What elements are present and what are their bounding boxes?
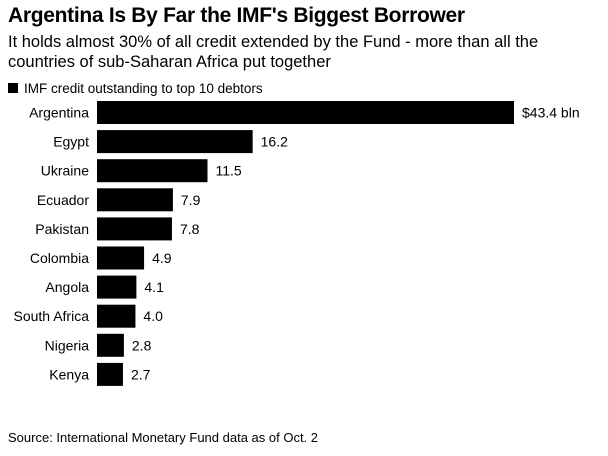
- category-label-argentina: Argentina: [29, 105, 89, 121]
- chart-title: Argentina Is By Far the IMF's Biggest Bo…: [8, 4, 465, 27]
- data-label-kenya: 2.7: [131, 366, 151, 382]
- category-label-ukraine: Ukraine: [41, 163, 89, 179]
- data-label-nigeria: 2.8: [132, 337, 152, 353]
- bar-egypt: [97, 130, 253, 154]
- bar-colombia: [97, 246, 145, 270]
- category-label-colombia: Colombia: [30, 250, 89, 266]
- bar-south-africa: [97, 304, 136, 328]
- category-label-ecuador: Ecuador: [37, 192, 89, 208]
- bar-pakistan: [97, 217, 172, 241]
- data-label-colombia: 4.9: [152, 250, 172, 266]
- data-label-ecuador: 7.9: [181, 192, 201, 208]
- legend: IMF credit outstanding to top 10 debtors: [8, 79, 263, 97]
- legend-label: IMF credit outstanding to top 10 debtors: [24, 80, 263, 96]
- bar-argentina: [97, 101, 514, 124]
- data-label-pakistan: 7.8: [180, 221, 200, 237]
- category-label-egypt: Egypt: [53, 134, 89, 150]
- bar-kenya: [97, 362, 123, 386]
- category-label-nigeria: Nigeria: [45, 337, 90, 353]
- chart-subtitle: It holds almost 30% of all credit extend…: [8, 33, 539, 71]
- bar-nigeria: [97, 333, 124, 357]
- data-label-argentina: $43.4 bln: [522, 105, 580, 121]
- category-label-south-africa: South Africa: [14, 308, 90, 324]
- data-label-angola: 4.1: [144, 279, 164, 295]
- data-label-egypt: 16.2: [261, 134, 288, 150]
- legend-swatch: [8, 83, 18, 93]
- data-label-south-africa: 4.0: [143, 308, 163, 324]
- data-label-ukraine: 11.5: [215, 163, 241, 179]
- category-label-pakistan: Pakistan: [35, 221, 89, 237]
- bar-ukraine: [97, 159, 208, 183]
- category-label-kenya: Kenya: [49, 366, 89, 382]
- source-note: Source: International Monetary Fund data…: [8, 430, 319, 445]
- bar-angola: [97, 275, 137, 299]
- bar-ecuador: [97, 188, 173, 212]
- category-label-angola: Angola: [45, 279, 89, 295]
